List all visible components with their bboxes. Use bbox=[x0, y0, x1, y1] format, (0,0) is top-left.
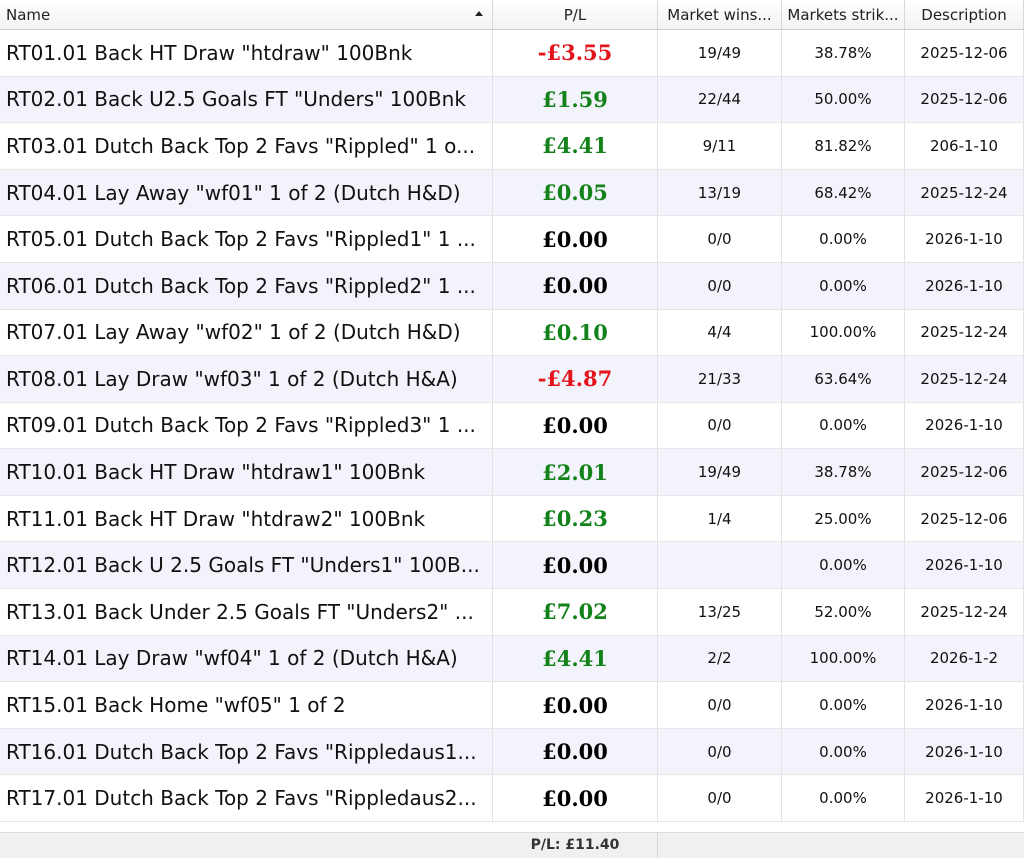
row-pl: £0.00 bbox=[493, 728, 658, 776]
row-market-wins: 21/33 bbox=[658, 356, 782, 403]
row-strike-rate: 38.78% bbox=[782, 30, 905, 77]
column-header[interactable]: Description bbox=[905, 0, 1024, 30]
row-strike-rate: 0.00% bbox=[782, 775, 905, 822]
row-description: 2025-12-06 bbox=[905, 76, 1024, 124]
row-market-wins: 19/49 bbox=[658, 449, 782, 496]
row-name: RT06.01 Dutch Back Top 2 Favs "Rippled2"… bbox=[0, 262, 493, 310]
row-description: 2025-12-06 bbox=[905, 30, 1024, 77]
row-market-wins: 0/0 bbox=[658, 682, 782, 729]
row-description: 2026-1-10 bbox=[905, 775, 1024, 822]
row-strike-rate: 100.00% bbox=[782, 309, 905, 357]
footer-bar bbox=[0, 832, 1024, 858]
row-pl: £0.00 bbox=[493, 775, 658, 822]
row-pl: £0.05 bbox=[493, 169, 658, 217]
row-market-wins: 2/2 bbox=[658, 635, 782, 683]
row-name: RT14.01 Lay Draw "wf04" 1 of 2 (Dutch H&… bbox=[0, 635, 493, 683]
row-market-wins: 13/19 bbox=[658, 169, 782, 217]
row-pl: £4.41 bbox=[493, 635, 658, 683]
row-market-wins: 13/25 bbox=[658, 589, 782, 636]
row-description: 2025-12-06 bbox=[905, 449, 1024, 496]
column-header[interactable]: P/L bbox=[493, 0, 658, 30]
row-description: 2026-1-10 bbox=[905, 402, 1024, 450]
row-strike-rate: 0.00% bbox=[782, 682, 905, 729]
row-description: 206-1-10 bbox=[905, 123, 1024, 170]
row-pl: £2.01 bbox=[493, 449, 658, 496]
row-name: RT17.01 Dutch Back Top 2 Favs "Rippledau… bbox=[0, 775, 493, 822]
row-name: RT05.01 Dutch Back Top 2 Favs "Rippled1"… bbox=[0, 216, 493, 263]
sort-arrow bbox=[475, 11, 483, 16]
row-market-wins: 22/44 bbox=[658, 76, 782, 124]
row-description: 2025-12-24 bbox=[905, 589, 1024, 636]
row-pl: £0.00 bbox=[493, 542, 658, 590]
row-description: 2025-12-24 bbox=[905, 309, 1024, 357]
row-name: RT09.01 Dutch Back Top 2 Favs "Rippled3"… bbox=[0, 402, 493, 450]
row-description: 2026-1-10 bbox=[905, 682, 1024, 729]
row-description: 2026-1-10 bbox=[905, 262, 1024, 310]
row-market-wins: 19/49 bbox=[658, 30, 782, 77]
row-pl: £4.41 bbox=[493, 123, 658, 170]
row-strike-rate: 38.78% bbox=[782, 449, 905, 496]
row-name: RT11.01 Back HT Draw "htdraw2" 100Bnk bbox=[0, 495, 493, 543]
column-header[interactable]: Market wins... bbox=[658, 0, 782, 30]
row-strike-rate: 81.82% bbox=[782, 123, 905, 170]
row-name: RT04.01 Lay Away "wf01" 1 of 2 (Dutch H&… bbox=[0, 169, 493, 217]
row-pl: £0.00 bbox=[493, 402, 658, 450]
row-strike-rate: 0.00% bbox=[782, 262, 905, 310]
column-header[interactable]: Markets strik... bbox=[782, 0, 905, 30]
row-name: RT07.01 Lay Away "wf02" 1 of 2 (Dutch H&… bbox=[0, 309, 493, 357]
row-strike-rate: 0.00% bbox=[782, 216, 905, 263]
row-name: RT13.01 Back Under 2.5 Goals FT "Unders2… bbox=[0, 589, 493, 636]
row-description: 2025-12-06 bbox=[905, 495, 1024, 543]
row-pl: -£3.55 bbox=[493, 30, 658, 77]
row-market-wins: 0/0 bbox=[658, 402, 782, 450]
row-name: RT16.01 Dutch Back Top 2 Favs "Rippledau… bbox=[0, 728, 493, 776]
row-description: 2026-1-10 bbox=[905, 542, 1024, 590]
row-name: RT10.01 Back HT Draw "htdraw1" 100Bnk bbox=[0, 449, 493, 496]
column-header[interactable]: Name bbox=[0, 0, 493, 30]
row-description: 2026-1-2 bbox=[905, 635, 1024, 683]
row-description: 2025-12-24 bbox=[905, 356, 1024, 403]
row-pl: £1.59 bbox=[493, 76, 658, 124]
row-name: RT01.01 Back HT Draw "htdraw" 100Bnk bbox=[0, 30, 493, 77]
row-pl: £0.10 bbox=[493, 309, 658, 357]
row-description: 2025-12-24 bbox=[905, 169, 1024, 217]
row-strike-rate: 0.00% bbox=[782, 402, 905, 450]
row-pl: £0.23 bbox=[493, 495, 658, 543]
row-strike-rate: 0.00% bbox=[782, 728, 905, 776]
row-strike-rate: 68.42% bbox=[782, 169, 905, 217]
row-market-wins: 0/0 bbox=[658, 262, 782, 310]
row-description: 2026-1-10 bbox=[905, 728, 1024, 776]
row-name: RT12.01 Back U 2.5 Goals FT "Unders1" 10… bbox=[0, 542, 493, 590]
row-name: RT03.01 Dutch Back Top 2 Favs "Rippled" … bbox=[0, 123, 493, 170]
row-market-wins: 4/4 bbox=[658, 309, 782, 357]
row-market-wins: 1/4 bbox=[658, 495, 782, 543]
row-market-wins: 9/11 bbox=[658, 123, 782, 170]
row-name: RT08.01 Lay Draw "wf03" 1 of 2 (Dutch H&… bbox=[0, 356, 493, 403]
footer-total: P/L: £11.40 bbox=[493, 832, 658, 858]
row-strike-rate: 52.00% bbox=[782, 589, 905, 636]
row-strike-rate: 100.00% bbox=[782, 635, 905, 683]
row-pl: £0.00 bbox=[493, 216, 658, 263]
row-strike-rate: 63.64% bbox=[782, 356, 905, 403]
row-market-wins bbox=[658, 542, 782, 590]
row-description: 2026-1-10 bbox=[905, 216, 1024, 263]
row-pl: -£4.87 bbox=[493, 356, 658, 403]
row-name: RT02.01 Back U2.5 Goals FT "Unders" 100B… bbox=[0, 76, 493, 124]
row-pl: £0.00 bbox=[493, 682, 658, 729]
row-market-wins: 0/0 bbox=[658, 216, 782, 263]
row-strike-rate: 25.00% bbox=[782, 495, 905, 543]
row-market-wins: 0/0 bbox=[658, 728, 782, 776]
row-name: RT15.01 Back Home "wf05" 1 of 2 bbox=[0, 682, 493, 729]
row-pl: £7.02 bbox=[493, 589, 658, 636]
row-pl: £0.00 bbox=[493, 262, 658, 310]
row-strike-rate: 0.00% bbox=[782, 542, 905, 590]
row-strike-rate: 50.00% bbox=[782, 76, 905, 124]
row-market-wins: 0/0 bbox=[658, 775, 782, 822]
